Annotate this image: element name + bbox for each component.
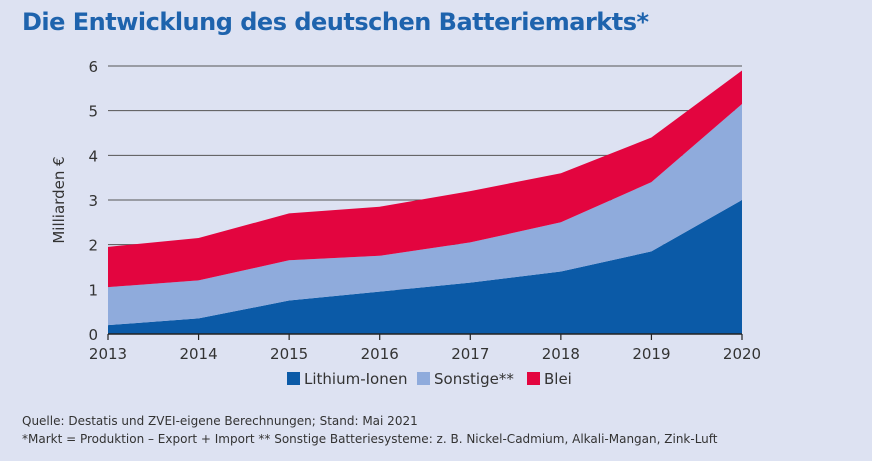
x-tick-label: 2014 <box>179 345 217 363</box>
y-tick-label: 5 <box>88 103 98 121</box>
legend-swatch <box>417 372 430 385</box>
area-lithiumionen <box>108 200 742 334</box>
x-tick-label: 2016 <box>361 345 399 363</box>
area-series <box>108 70 742 334</box>
chart-title: Die Entwicklung des deutschen Batteriema… <box>22 8 649 36</box>
x-tick-label: 2013 <box>89 345 127 363</box>
y-tick-label: 1 <box>88 281 98 299</box>
legend: Lithium-Ionen Sonstige** Blei <box>287 370 572 388</box>
axes: 0 1 2 3 4 5 6 2013 2014 2015 2016 2017 2018 2019 2020 M… <box>50 58 761 363</box>
y-axis-label: Milliarden € <box>50 156 68 243</box>
x-tick-label: 2018 <box>542 345 580 363</box>
source-note: Quelle: Destatis und ZVEI-eigene Berechn… <box>22 414 418 428</box>
legend-label: Sonstige** <box>434 370 514 388</box>
x-tick-label: 2017 <box>451 345 489 363</box>
x-tick-label: 2019 <box>632 345 670 363</box>
y-tick-label: 6 <box>88 58 98 76</box>
area-blei <box>108 70 742 288</box>
y-tick-label: 4 <box>88 147 98 165</box>
legend-swatch <box>287 372 300 385</box>
y-tick-label: 3 <box>88 192 98 210</box>
x-tick-label: 2020 <box>723 345 761 363</box>
y-tick-label: 2 <box>88 237 98 255</box>
area-sonstige <box>108 104 742 326</box>
footnote: *Markt = Produktion – Export + Import **… <box>22 432 718 446</box>
legend-swatch <box>527 372 540 385</box>
x-tick-label: 2015 <box>270 345 308 363</box>
legend-label: Lithium-Ionen <box>304 370 407 388</box>
y-tick-label: 0 <box>88 326 98 344</box>
legend-label: Blei <box>544 370 572 388</box>
